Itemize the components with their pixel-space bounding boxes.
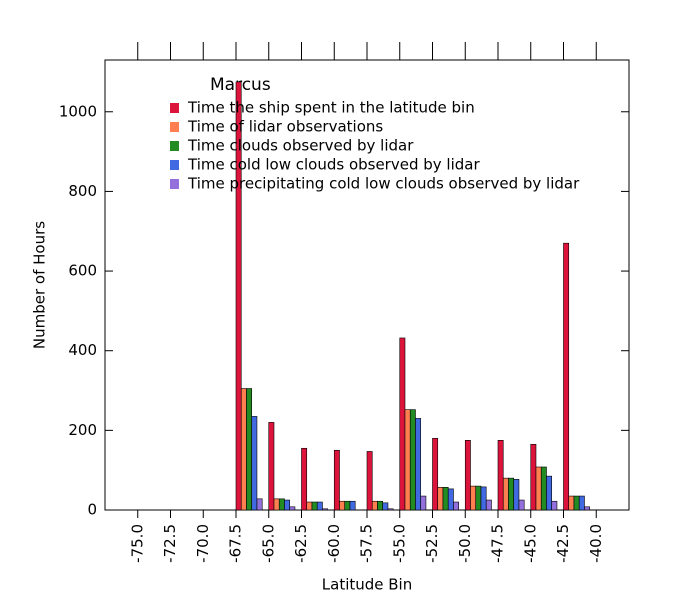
bar	[437, 487, 444, 511]
bar	[311, 501, 318, 511]
x-tick-label: -42.5	[554, 524, 572, 563]
bar	[409, 409, 416, 511]
y-tick-label: 400	[68, 341, 97, 359]
y-tick-label: 200	[68, 421, 97, 439]
bar	[344, 500, 351, 511]
y-tick-label: 0	[87, 501, 97, 519]
bar	[322, 508, 328, 511]
x-tick-label: -75.0	[128, 524, 146, 563]
legend-swatch	[170, 103, 179, 113]
bar	[377, 500, 384, 511]
bar	[480, 486, 487, 511]
bar	[530, 443, 537, 511]
bar	[508, 477, 515, 511]
x-tick-label: -62.5	[292, 524, 310, 563]
bar	[371, 500, 378, 511]
x-tick-label: -72.5	[161, 524, 179, 563]
bar	[568, 495, 575, 511]
legend-swatch	[170, 141, 179, 151]
x-tick-label: -47.5	[489, 524, 507, 563]
legend-swatch	[170, 122, 179, 132]
bar	[268, 422, 275, 511]
x-tick-label: -67.5	[227, 524, 245, 563]
bar	[387, 508, 394, 511]
bar	[278, 498, 285, 511]
legend-label: Time precipitating cold low clouds obser…	[187, 175, 580, 193]
bar	[432, 438, 439, 511]
x-axis-label: Latitude Bin	[322, 576, 412, 594]
bar	[339, 500, 346, 511]
x-tick-label: -57.5	[358, 524, 376, 563]
bar	[333, 449, 340, 511]
x-tick-label: -70.0	[194, 524, 212, 563]
bar	[399, 337, 406, 511]
bar	[513, 479, 520, 511]
y-tick-label: 600	[68, 262, 97, 280]
y-axis-label: Number of Hours	[31, 221, 49, 349]
x-tick-label: -65.0	[259, 524, 277, 563]
bar	[420, 495, 427, 511]
bar	[535, 466, 542, 511]
legend-label: Time cold low clouds observed by lidar	[187, 156, 480, 174]
bar	[382, 502, 389, 511]
bar	[240, 388, 247, 511]
bar	[289, 506, 296, 511]
bar	[518, 499, 525, 511]
bar	[256, 498, 263, 511]
y-tick-label: 800	[68, 182, 97, 200]
bar	[546, 475, 553, 511]
legend-label: Time of lidar observations	[187, 118, 383, 136]
bar	[415, 418, 422, 511]
bar	[475, 485, 482, 511]
bar	[306, 501, 313, 511]
bar	[470, 485, 477, 511]
bar	[453, 501, 459, 511]
x-tick-label: -55.0	[390, 524, 408, 563]
bar	[442, 487, 449, 511]
legend-swatch	[170, 160, 179, 170]
bar	[551, 500, 558, 511]
y-tick-label: 1000	[59, 102, 97, 120]
bar	[301, 447, 308, 511]
x-tick-label: -60.0	[325, 524, 343, 563]
x-tick-label: -50.0	[456, 524, 474, 563]
bar	[273, 498, 280, 511]
bar	[316, 501, 323, 511]
legend-label: Time the ship spent in the latitude bin	[187, 99, 475, 117]
bar	[284, 499, 291, 511]
bar	[485, 499, 492, 511]
bar	[497, 440, 504, 511]
bar	[584, 506, 591, 511]
legend-label: Time clouds observed by lidar	[187, 137, 414, 155]
bar	[464, 440, 471, 511]
bar	[349, 500, 356, 511]
bar	[573, 495, 580, 511]
x-tick-label: -45.0	[521, 524, 539, 563]
x-tick-label: -40.0	[587, 524, 605, 563]
bar	[251, 416, 258, 511]
bar	[366, 451, 373, 511]
legend-swatch	[170, 179, 179, 189]
bar	[246, 388, 253, 511]
bar	[563, 242, 570, 511]
bar	[502, 477, 509, 511]
x-tick-label: -52.5	[423, 524, 441, 563]
bar	[578, 495, 585, 511]
bar	[447, 488, 454, 511]
bar	[235, 81, 242, 511]
bar	[540, 466, 547, 511]
bar	[404, 409, 411, 511]
